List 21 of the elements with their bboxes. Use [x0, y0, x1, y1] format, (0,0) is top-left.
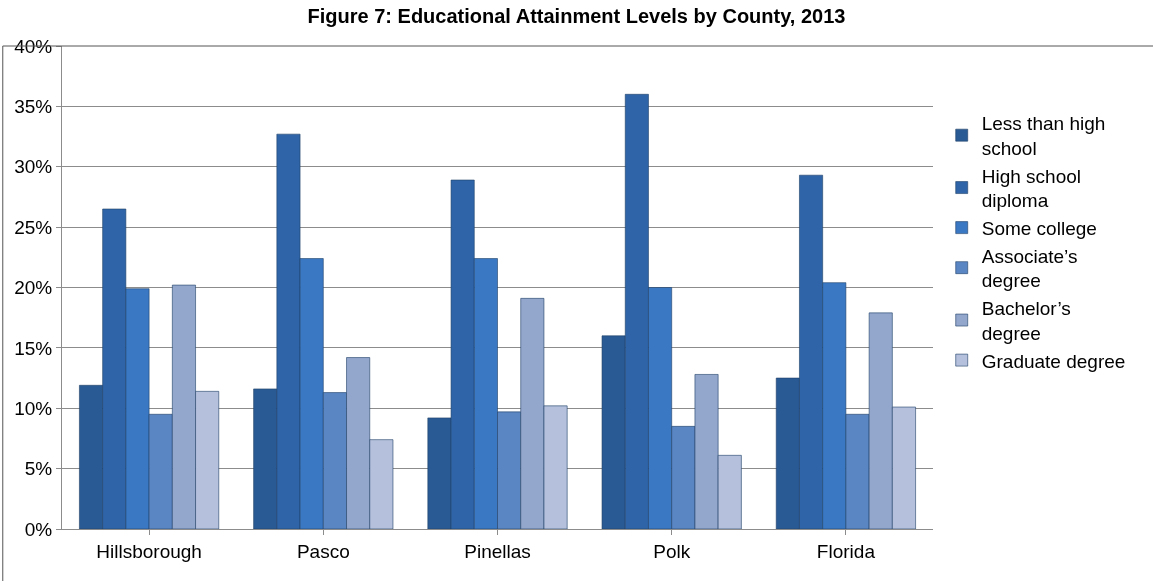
x-tick-label: Pinellas	[464, 540, 531, 562]
legend-label: Associate’s degree	[981, 245, 1078, 292]
legend-label: Less than high school	[981, 113, 1106, 159]
chart-title: Figure 7: Educational Attainment Levels by County, 2013	[307, 4, 846, 27]
y-tick-label: 10%	[14, 397, 53, 419]
y-tick-label: 30%	[14, 156, 53, 178]
x-tick-label: Polk	[653, 540, 691, 562]
x-tick-label: Florida	[816, 540, 876, 562]
x-tick-label: Pasco	[296, 540, 350, 562]
y-tick-label: 35%	[14, 96, 53, 118]
legend-label: Bachelor’s degree	[981, 298, 1071, 344]
y-tick-label: 15%	[14, 337, 53, 359]
y-tick-label: 20%	[14, 277, 53, 299]
legend-label: Graduate degree	[981, 350, 1126, 372]
legend-label: High school diploma	[981, 165, 1081, 212]
y-tick-label: 25%	[14, 216, 53, 238]
legend-label: Some college	[981, 218, 1097, 240]
x-tick-label: Hillsborough	[96, 540, 202, 562]
y-tick-label: 40%	[14, 35, 53, 57]
y-tick-label: 5%	[24, 458, 53, 480]
y-tick-label: 0%	[24, 518, 53, 540]
